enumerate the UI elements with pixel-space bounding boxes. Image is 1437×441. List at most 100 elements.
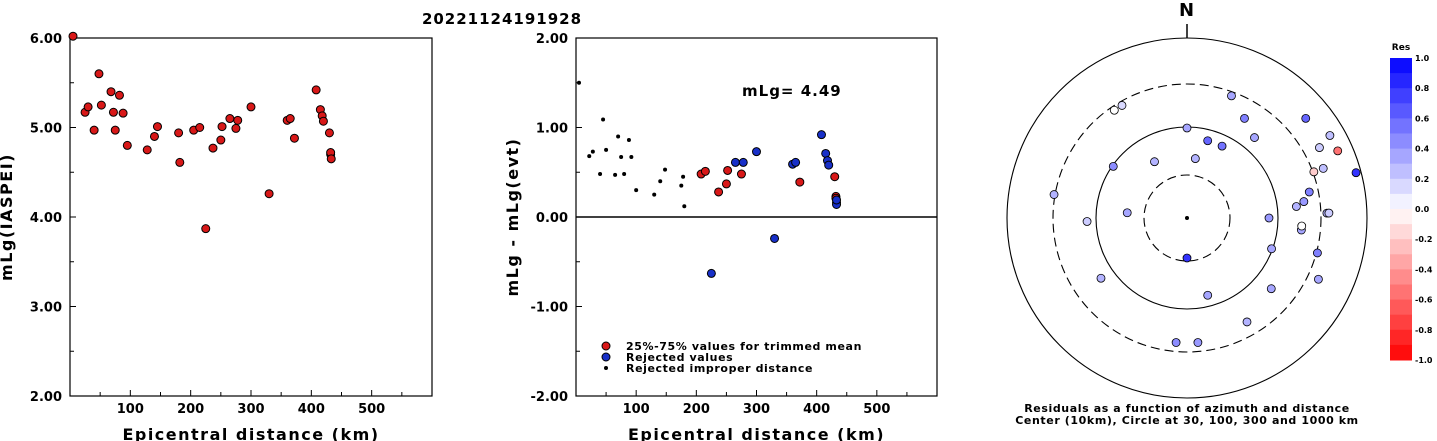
data-point [816, 130, 826, 140]
x-axis-label: Epicentral distance (km) [628, 425, 885, 441]
colorbar-segment [1390, 88, 1412, 104]
colorbar-tick-label: -0.4 [1415, 265, 1433, 274]
y-tick-label: 1.00 [536, 122, 568, 137]
y-tick-label: 4.00 [30, 211, 62, 226]
data-point [106, 87, 116, 97]
y-axis-label: mLg(IASPEI) [0, 153, 16, 281]
y-tick-label: -1.00 [531, 301, 568, 316]
north-label: N [1179, 0, 1195, 21]
colorbar-segment [1390, 133, 1412, 150]
station-marker [1227, 91, 1236, 101]
station-marker [1193, 338, 1203, 347]
colorbar-segment [1390, 163, 1412, 180]
colorbar-segment [1390, 193, 1412, 210]
colorbar-segment [1390, 58, 1412, 74]
data-point [590, 149, 595, 154]
data-point [791, 157, 801, 167]
y-axis-label: mLg - mLg(evt) [503, 138, 522, 297]
station-marker [1324, 208, 1334, 218]
colorbar-segment [1390, 209, 1412, 225]
colorbar-tick-label: 1.0 [1415, 54, 1430, 63]
data-point [770, 233, 780, 243]
legend-label: 25%-75% values for trimmed mean [626, 340, 862, 353]
colorbar-segment [1390, 148, 1412, 165]
station-marker [1250, 133, 1259, 142]
station-marker [1182, 253, 1192, 263]
x-tick-label: 300 [743, 402, 770, 417]
data-point [233, 115, 243, 125]
y-tick-label: 0.00 [536, 211, 568, 226]
data-point [598, 172, 603, 177]
data-point [622, 172, 627, 177]
station-marker [1203, 136, 1213, 146]
legend-label: Rejected improper distance [626, 362, 813, 375]
epicenter-marker [1185, 216, 1189, 220]
data-point [681, 174, 686, 179]
station-marker [1150, 157, 1159, 167]
data-point [700, 166, 710, 176]
data-point [318, 116, 328, 126]
station-marker [1171, 338, 1181, 347]
data-point [96, 100, 106, 110]
data-point [152, 122, 162, 132]
y-tick-label: 6.00 [30, 32, 62, 47]
colorbar-tick-label: 0.2 [1415, 175, 1429, 184]
y-tick-label: 3.00 [30, 301, 62, 316]
data-point [264, 189, 274, 199]
data-point [122, 140, 132, 150]
data-point [89, 125, 99, 135]
data-point [149, 131, 159, 141]
azimuth-map: N Residuals as a function of azimuth and … [1006, 0, 1368, 427]
data-point [723, 165, 733, 175]
x-tick-label: 500 [863, 402, 890, 417]
data-point [246, 102, 256, 112]
y-tick-label: 5.00 [30, 122, 62, 137]
data-point [658, 179, 663, 184]
colorbar-segment [1390, 314, 1412, 331]
legend-label: Rejected values [626, 351, 733, 364]
range-circle-dashed [1143, 174, 1231, 262]
legend-marker [601, 341, 611, 351]
colorbar-segment [1390, 254, 1412, 270]
station-marker [1242, 317, 1252, 327]
data-point [326, 154, 336, 164]
data-point [795, 177, 805, 187]
data-point [832, 195, 842, 205]
chart-title: 20221124191928 [422, 10, 582, 28]
data-point [217, 122, 227, 132]
map-caption-line2: Center (10km), Circle at 30, 100, 300 an… [1015, 414, 1359, 427]
x-axis-label: Epicentral distance (km) [122, 425, 379, 441]
data-point [231, 123, 241, 133]
station-marker [1082, 217, 1092, 226]
colorbar-segment [1390, 329, 1412, 346]
colorbar-tick-label: -0.2 [1415, 235, 1433, 244]
colorbar-segment [1390, 344, 1412, 361]
station-marker [1109, 105, 1119, 115]
data-point [604, 147, 609, 152]
station-marker [1301, 113, 1311, 123]
station-marker [1117, 101, 1127, 110]
station-marker [1351, 168, 1361, 178]
data-point [175, 157, 185, 167]
data-point [195, 123, 205, 132]
x-tick-label: 200 [177, 402, 204, 417]
station-marker [1291, 202, 1301, 211]
x-tick-label: 100 [623, 402, 650, 417]
station-marker [1315, 143, 1324, 152]
data-point [706, 268, 716, 278]
data-point [730, 157, 740, 167]
colorbar-tick-label: -0.8 [1415, 326, 1433, 335]
data-point [142, 145, 152, 155]
plot-frame [69, 37, 433, 397]
data-point [721, 179, 731, 189]
colorbar-segment [1390, 73, 1412, 89]
data-point [714, 187, 724, 197]
data-point [824, 160, 834, 170]
station-marker [1297, 221, 1307, 231]
colorbar-title: Res [1392, 43, 1410, 53]
station-marker [1049, 190, 1059, 199]
station-marker [1267, 244, 1276, 254]
station-marker [1264, 213, 1274, 223]
data-point [736, 169, 746, 179]
